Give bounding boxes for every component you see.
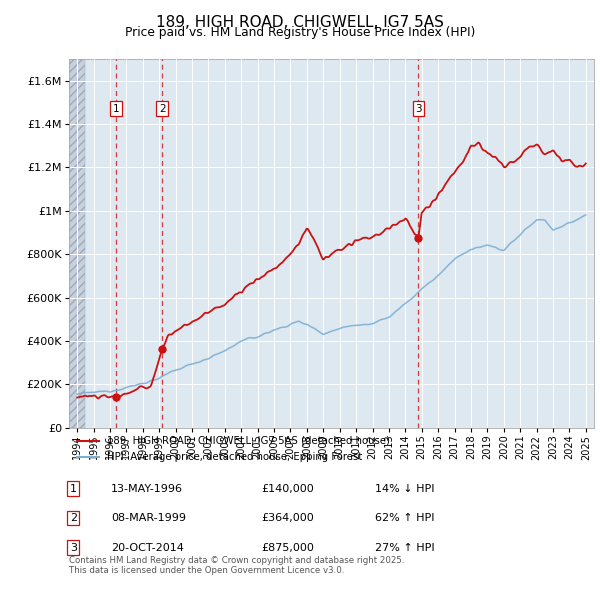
Text: 27% ↑ HPI: 27% ↑ HPI — [375, 543, 434, 552]
Text: 14% ↓ HPI: 14% ↓ HPI — [375, 484, 434, 493]
Text: HPI: Average price, detached house, Epping Forest: HPI: Average price, detached house, Eppi… — [107, 453, 362, 463]
Text: 62% ↑ HPI: 62% ↑ HPI — [375, 513, 434, 523]
Text: 3: 3 — [415, 104, 422, 114]
Text: 1: 1 — [113, 104, 119, 114]
Text: 2: 2 — [159, 104, 166, 114]
Text: 189, HIGH ROAD, CHIGWELL, IG7 5AS: 189, HIGH ROAD, CHIGWELL, IG7 5AS — [156, 15, 444, 30]
Text: 2: 2 — [70, 513, 77, 523]
Text: £364,000: £364,000 — [261, 513, 314, 523]
Text: £140,000: £140,000 — [261, 484, 314, 493]
Text: Price paid vs. HM Land Registry's House Price Index (HPI): Price paid vs. HM Land Registry's House … — [125, 26, 475, 39]
Text: 08-MAR-1999: 08-MAR-1999 — [111, 513, 186, 523]
Text: 20-OCT-2014: 20-OCT-2014 — [111, 543, 184, 552]
Text: 1: 1 — [70, 484, 77, 493]
Text: £875,000: £875,000 — [261, 543, 314, 552]
Text: 13-MAY-1996: 13-MAY-1996 — [111, 484, 183, 493]
Bar — [69, 59, 85, 428]
Text: 3: 3 — [70, 543, 77, 552]
Text: 189, HIGH ROAD, CHIGWELL, IG7 5AS (detached house): 189, HIGH ROAD, CHIGWELL, IG7 5AS (detac… — [107, 435, 389, 445]
Text: Contains HM Land Registry data © Crown copyright and database right 2025.
This d: Contains HM Land Registry data © Crown c… — [69, 556, 404, 575]
